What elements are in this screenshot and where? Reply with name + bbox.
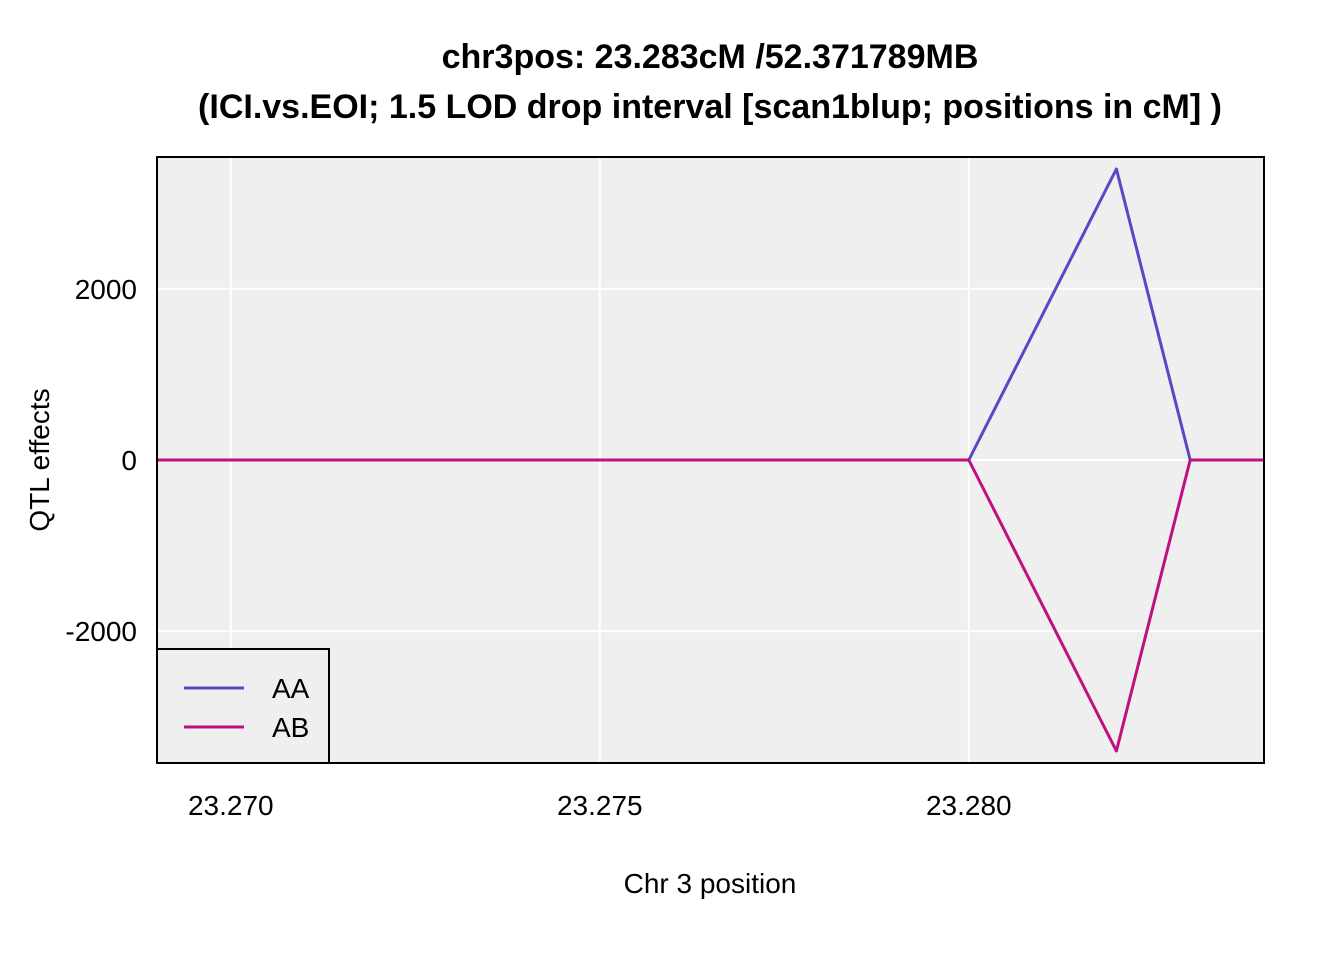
x-tick-label: 23.280 (926, 790, 1012, 821)
legend: AA AB (156, 648, 330, 764)
plot-frame (156, 156, 1265, 764)
chart-title-line2: (ICI.vs.EOI; 1.5 LOD drop interval [scan… (198, 88, 1222, 126)
legend-label-ab: AB (272, 712, 309, 743)
legend-label-aa: AA (272, 673, 310, 704)
x-axis-label: Chr 3 position (624, 868, 797, 899)
y-tick-label: -2000 (65, 616, 137, 647)
x-tick-label: 23.275 (557, 790, 643, 821)
y-tick-labels: -2000 0 2000 (65, 274, 137, 647)
series-lines (157, 167, 1264, 753)
x-tick-labels: 23.270 23.275 23.280 (188, 790, 1012, 821)
series-line-ab (157, 458, 1264, 753)
legend-box (156, 648, 330, 764)
chart-title-line1: chr3pos: 23.283cM /52.371789MB (442, 38, 979, 76)
y-tick-label: 0 (121, 445, 137, 476)
y-axis-label: QTL effects (24, 388, 55, 531)
x-tick-label: 23.270 (188, 790, 274, 821)
y-tick-label: 2000 (75, 274, 137, 305)
